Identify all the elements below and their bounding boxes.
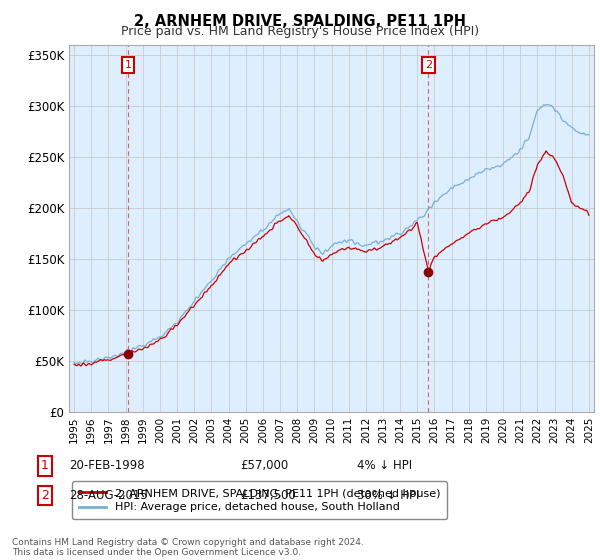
Text: £137,500: £137,500 <box>240 489 296 502</box>
Text: 28-AUG-2015: 28-AUG-2015 <box>69 489 148 502</box>
Text: 20-FEB-1998: 20-FEB-1998 <box>69 459 145 473</box>
Text: 2, ARNHEM DRIVE, SPALDING, PE11 1PH: 2, ARNHEM DRIVE, SPALDING, PE11 1PH <box>134 14 466 29</box>
Text: 30% ↓ HPI: 30% ↓ HPI <box>357 489 419 502</box>
Text: Price paid vs. HM Land Registry's House Price Index (HPI): Price paid vs. HM Land Registry's House … <box>121 25 479 38</box>
Text: 4% ↓ HPI: 4% ↓ HPI <box>357 459 412 473</box>
Text: 2: 2 <box>41 489 49 502</box>
Text: Contains HM Land Registry data © Crown copyright and database right 2024.
This d: Contains HM Land Registry data © Crown c… <box>12 538 364 557</box>
Legend: 2, ARNHEM DRIVE, SPALDING, PE11 1PH (detached house), HPI: Average price, detach: 2, ARNHEM DRIVE, SPALDING, PE11 1PH (det… <box>72 482 448 519</box>
Text: 2: 2 <box>425 60 432 70</box>
Text: 1: 1 <box>124 60 131 70</box>
Text: 1: 1 <box>41 459 49 473</box>
Text: £57,000: £57,000 <box>240 459 288 473</box>
